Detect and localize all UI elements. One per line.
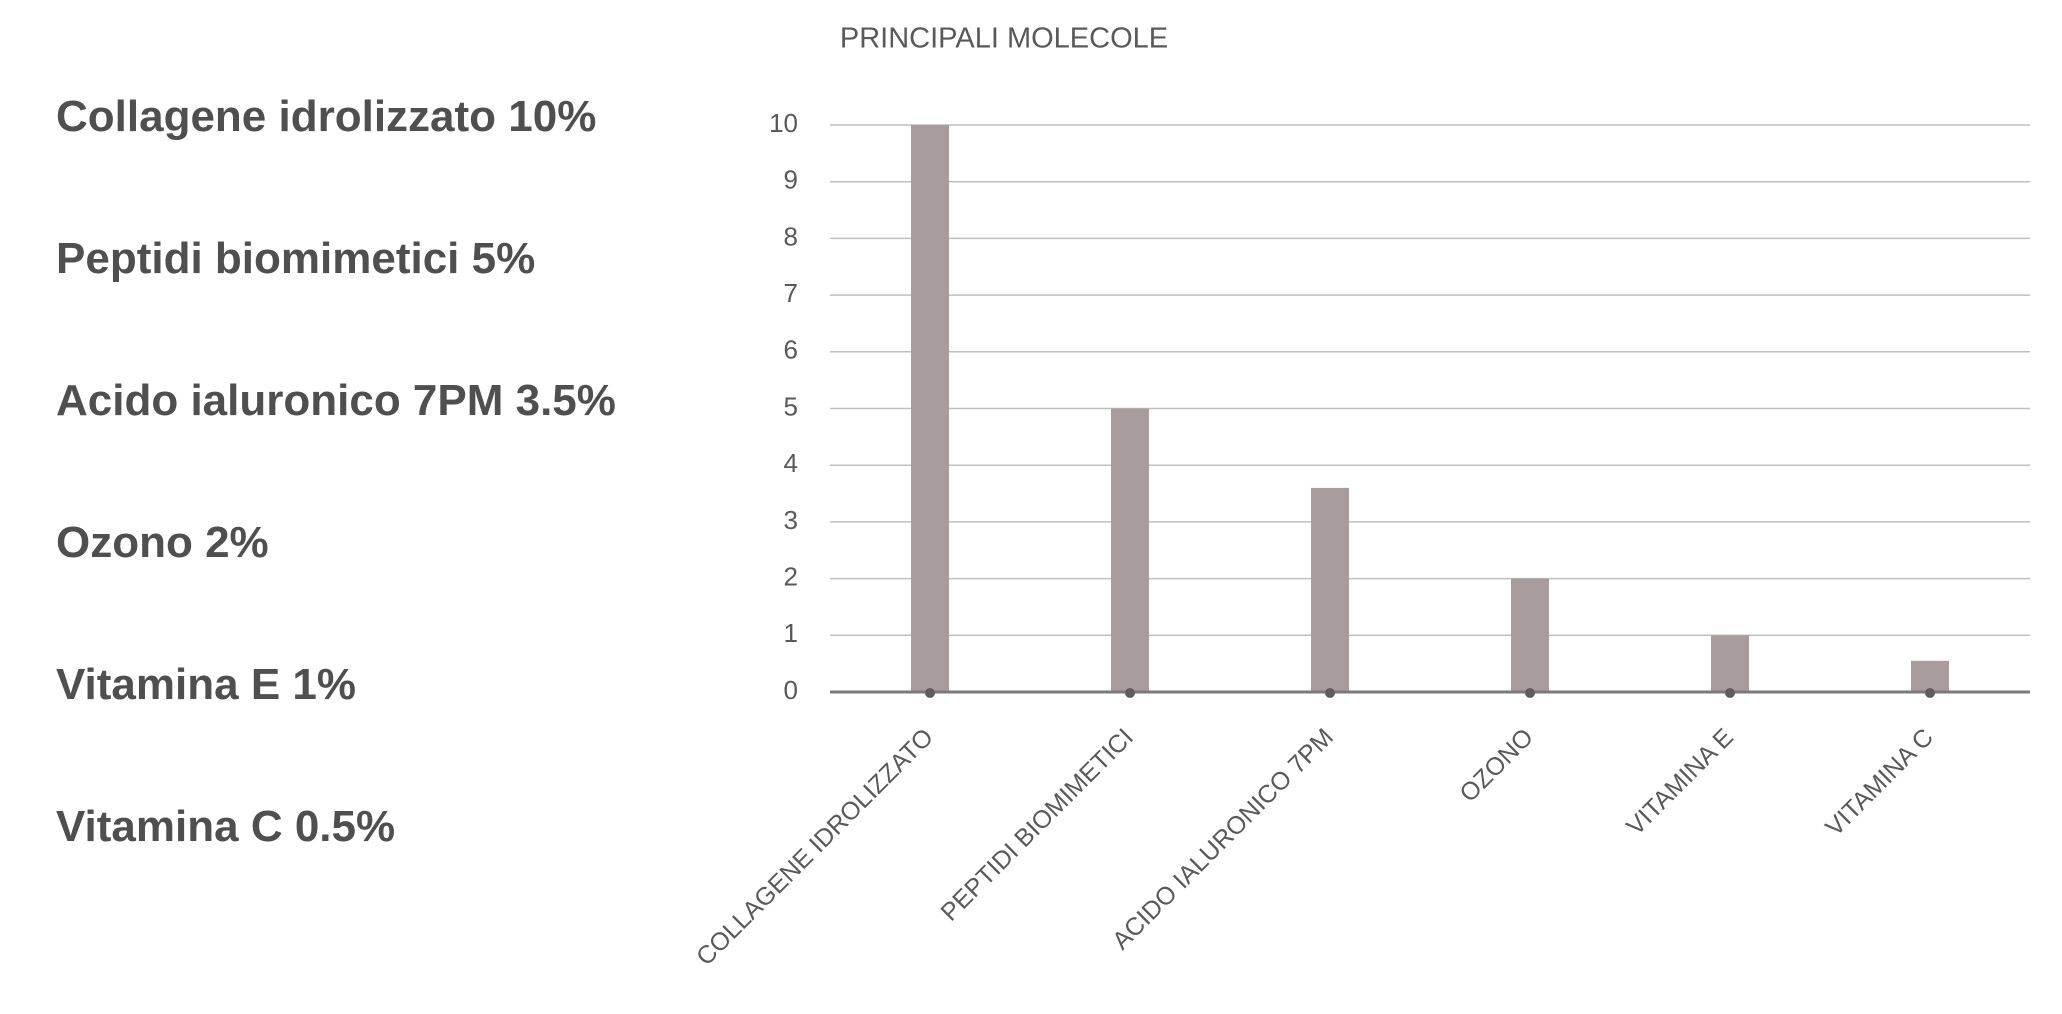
- y-tick-label: 10: [769, 108, 798, 138]
- x-axis-marker: [1125, 688, 1135, 698]
- bar: [1511, 578, 1549, 692]
- y-tick-label: 7: [784, 278, 798, 308]
- y-axis-ticks: 0 1 2 3 4 5 6 7 8 9 10: [769, 108, 798, 705]
- bar: [1711, 635, 1749, 692]
- x-axis: [830, 688, 2030, 698]
- x-tick-label: ACIDO IALURONICO 7PM: [1107, 723, 1339, 955]
- ingredient-item-acido-ialuronico: Acido ialuronico 7PM 3.5%: [56, 376, 616, 425]
- x-tick-label: OZONO: [1454, 723, 1539, 808]
- ingredient-item-vitamina-e: Vitamina E 1%: [56, 660, 356, 709]
- bar: [1111, 408, 1149, 692]
- ingredient-item-peptidi: Peptidi biomimetici 5%: [56, 234, 536, 283]
- y-tick-label: 5: [784, 391, 798, 421]
- gridlines: [830, 124, 2030, 637]
- x-axis-marker: [925, 688, 935, 698]
- y-tick-label: 1: [784, 618, 798, 648]
- ingredient-item-collagene: Collagene idrolizzato 10%: [56, 92, 597, 141]
- y-tick-label: 2: [784, 561, 798, 591]
- x-axis-marker: [1325, 688, 1335, 698]
- y-tick-label: 9: [784, 165, 798, 195]
- y-tick-label: 0: [784, 675, 798, 705]
- bar: [1311, 487, 1349, 692]
- x-axis-marker: [1525, 688, 1535, 698]
- x-tick-label: COLLAGENE IDROLIZZATO: [691, 723, 939, 971]
- y-tick-label: 8: [784, 221, 798, 251]
- x-axis-marker: [1925, 688, 1935, 698]
- x-tick-label: VITAMINA E: [1621, 723, 1739, 841]
- ingredient-item-vitamina-c: Vitamina C 0.5%: [56, 802, 396, 851]
- ingredient-list: Collagene idrolizzato 10% Peptidi biomim…: [56, 0, 696, 1014]
- y-tick-label: 6: [784, 335, 798, 365]
- x-tick-label: VITAMINA C: [1820, 723, 1939, 842]
- bar: [1911, 660, 1949, 692]
- y-tick-label: 3: [784, 505, 798, 535]
- x-axis-marker: [1725, 688, 1735, 698]
- bars: [911, 125, 1949, 692]
- x-tick-label: PEPTIDI BIOMIMETICI: [935, 723, 1138, 926]
- chart-title: PRINCIPALI MOLECOLE: [840, 23, 1168, 55]
- bar: [911, 125, 949, 692]
- y-tick-label: 4: [784, 448, 798, 478]
- ingredient-item-ozono: Ozono 2%: [56, 518, 269, 567]
